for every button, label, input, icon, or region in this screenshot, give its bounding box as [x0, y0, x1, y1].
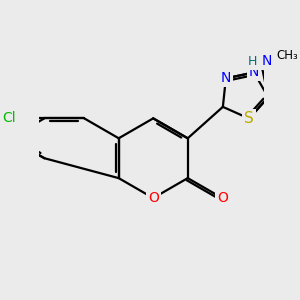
Text: H: H: [248, 55, 257, 68]
Text: O: O: [148, 191, 159, 205]
Text: S: S: [244, 111, 254, 126]
Text: O: O: [217, 191, 228, 205]
Text: N: N: [221, 71, 231, 85]
Text: Cl: Cl: [2, 111, 16, 125]
Text: N: N: [249, 65, 259, 80]
Text: CH₃: CH₃: [276, 49, 298, 62]
Text: N: N: [262, 54, 272, 68]
